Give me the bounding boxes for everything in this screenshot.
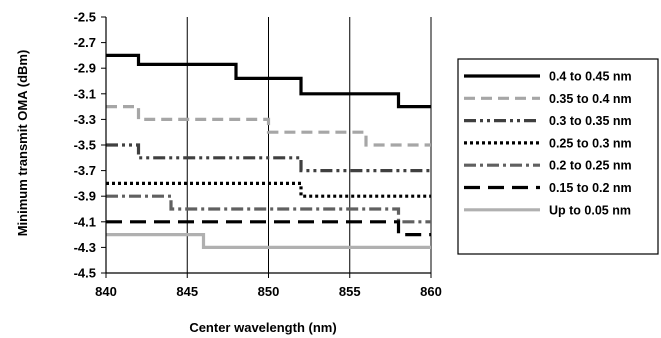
y-tick-label: -3.7 (74, 163, 96, 178)
y-tick-label: -2.7 (74, 35, 96, 50)
x-axis-title: Center wavelength (nm) (189, 320, 336, 335)
series-line-2 (106, 104, 431, 147)
y-tick-label: -3.1 (74, 86, 96, 101)
x-tick-labels: 840 845 850 855 860 (95, 284, 442, 299)
y-tick-label: -3.3 (74, 112, 96, 127)
axes (101, 16, 432, 278)
x-tick-label: 845 (176, 284, 198, 299)
legend: 0.4 to 0.45 nm 0.35 to 0.4 nm 0.3 to 0.35 … (457, 58, 659, 255)
series-line-3 (106, 143, 431, 173)
legend-label-4: 0.25 to 0.3 nm (549, 136, 632, 150)
y-tick-label: -2.5 (74, 10, 96, 25)
y-tick-label: -2.9 (74, 61, 96, 76)
y-tick-label: -4.1 (74, 214, 96, 229)
x-tick-label: 840 (95, 284, 117, 299)
legend-box (457, 58, 659, 255)
series-line-7 (106, 233, 431, 249)
legend-label-6: 0.15 to 0.2 nm (549, 181, 632, 195)
legend-label-7: Up to 0.05 nm (549, 203, 631, 217)
series-line-5 (106, 194, 431, 224)
y-tick-label: -4.3 (74, 240, 96, 255)
y-tick-label: -3.9 (74, 189, 96, 204)
legend-label-5: 0.2 to 0.25 nm (549, 159, 632, 173)
series-line-6 (106, 220, 431, 237)
legend-label-2: 0.35 to 0.4 nm (549, 92, 632, 106)
y-axis-title: Minimum transmit OMA (dBm) (15, 50, 30, 237)
legend-label-3: 0.3 to 0.35 nm (549, 114, 632, 128)
x-tick-label: 855 (339, 284, 361, 299)
x-tick-label: 860 (420, 284, 442, 299)
series-lines (106, 53, 431, 249)
y-tick-labels: -2.5 -2.7 -2.9 -3.1 -3.3 -3.5 -3.7 -3.9 -4.1 -4.3… (74, 10, 96, 281)
series-line-4 (106, 181, 431, 198)
x-tick-label: 850 (258, 284, 280, 299)
legend-label-1: 0.4 to 0.45 nm (549, 70, 632, 84)
series-line-1 (106, 53, 431, 109)
y-tick-label: -3.5 (74, 138, 96, 153)
y-tick-label: -4.5 (74, 266, 96, 281)
